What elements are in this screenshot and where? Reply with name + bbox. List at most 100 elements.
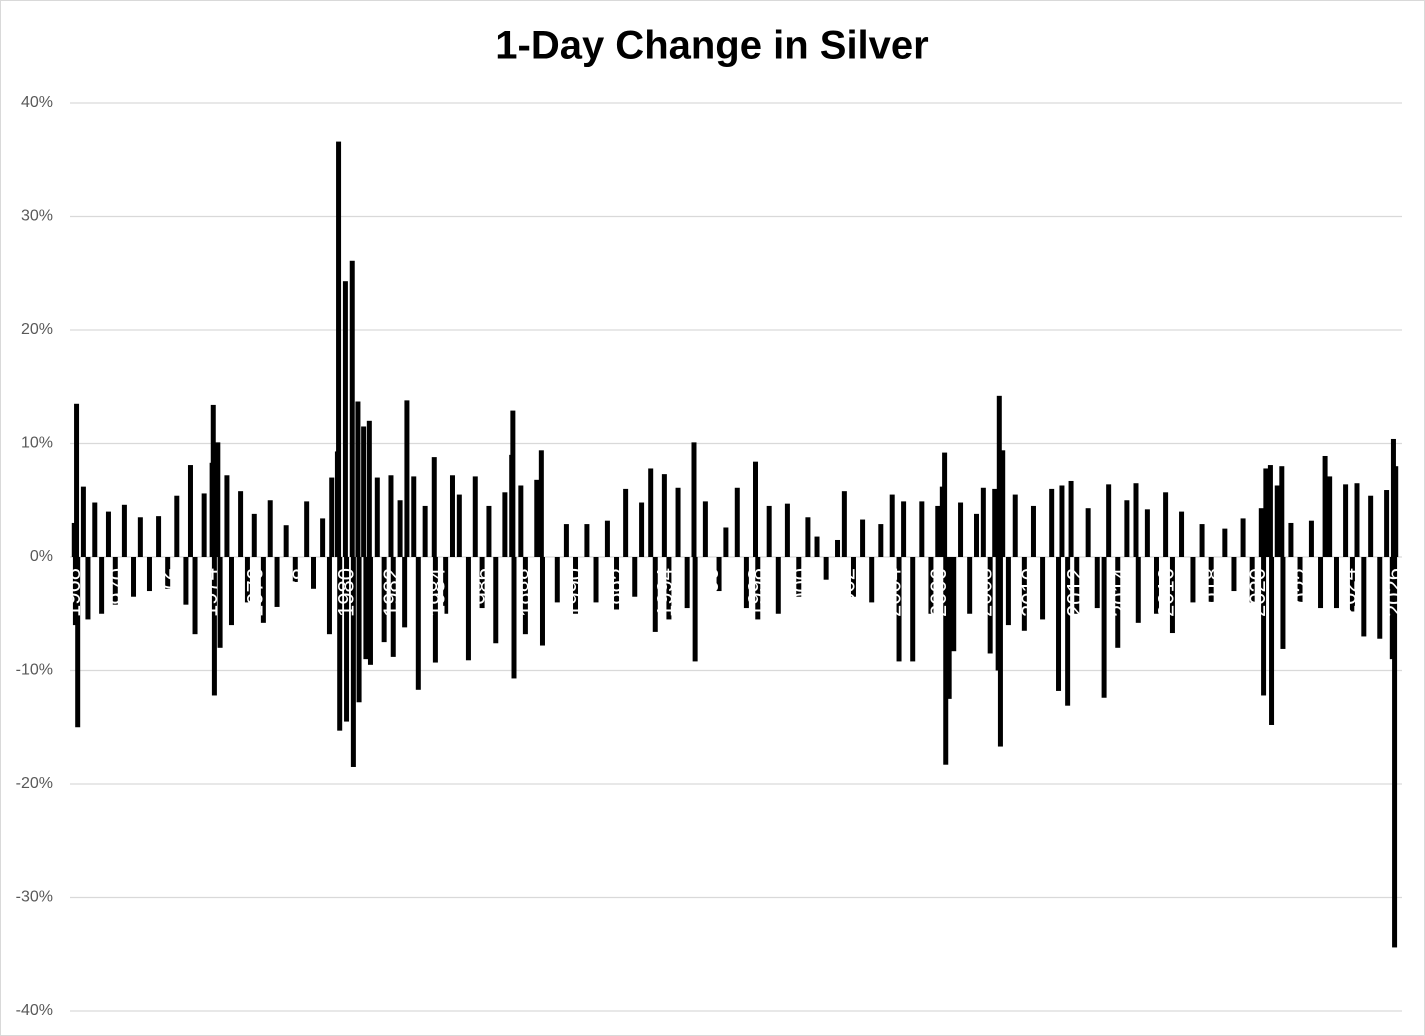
bar (472, 476, 478, 557)
x-tick-label: 1996 (698, 568, 723, 617)
bar (228, 557, 234, 626)
bar (260, 557, 266, 623)
bar (1000, 450, 1006, 557)
bar (661, 474, 667, 557)
bar (105, 511, 111, 557)
bar (1199, 524, 1205, 557)
bar (814, 536, 820, 557)
bar (165, 557, 171, 589)
bar (1322, 455, 1328, 557)
bar (796, 557, 802, 597)
bar (320, 518, 326, 557)
bar (361, 426, 367, 557)
bar (743, 557, 749, 609)
bar (539, 557, 545, 646)
bar (928, 557, 934, 614)
bar (1049, 488, 1055, 557)
bar (1190, 557, 1196, 603)
bar (604, 520, 610, 557)
bar (1393, 466, 1399, 557)
bar (356, 557, 362, 703)
bar (121, 504, 127, 557)
bar (311, 557, 317, 589)
bar (675, 487, 681, 557)
bar (1101, 557, 1107, 698)
bar (860, 519, 866, 557)
bar (456, 494, 462, 557)
bar (85, 557, 91, 620)
bar (449, 475, 455, 557)
bar (1169, 557, 1175, 634)
bar (192, 557, 198, 635)
x-tick-label: 1970 (106, 568, 131, 617)
bar (1068, 480, 1074, 557)
x-tick-label: 2004 (880, 568, 905, 617)
x-tick-label: 2002 (835, 568, 860, 617)
bar (1094, 557, 1100, 609)
bar (1222, 528, 1228, 557)
x-tick-label: 1978 (288, 568, 313, 617)
bar (734, 487, 740, 557)
bar (244, 557, 250, 603)
bar (554, 557, 560, 603)
bar (691, 442, 697, 557)
x-tick-label: 1990 (561, 568, 586, 617)
x-tick-label: 1992 (607, 568, 632, 617)
y-tick-label: 40% (21, 94, 53, 111)
x-tick-label: 1984 (425, 568, 450, 617)
bar (702, 501, 708, 557)
bar (1368, 495, 1374, 557)
bar (1349, 557, 1355, 612)
bar (363, 557, 369, 660)
y-tick-label: 30% (21, 208, 53, 225)
bar (716, 557, 722, 592)
bar (112, 557, 118, 605)
bar (366, 420, 372, 557)
bar (1318, 557, 1324, 609)
bar (1135, 557, 1141, 623)
bar (1163, 492, 1169, 557)
x-tick-label: 1976 (242, 568, 267, 617)
bar (878, 524, 884, 557)
bar (723, 527, 729, 557)
x-tick-label: 1988 (516, 568, 541, 617)
bar (942, 452, 948, 557)
y-tick-label: -40% (16, 1002, 53, 1019)
bar (1392, 557, 1398, 948)
bar (80, 486, 86, 557)
bar (1267, 465, 1273, 557)
x-tick-label: 1974 (197, 568, 222, 617)
bar (614, 557, 620, 612)
bar (92, 502, 98, 557)
bar (443, 557, 449, 614)
bar (901, 501, 907, 557)
bar (896, 557, 902, 662)
x-tick-label: 1982 (379, 568, 404, 617)
bar (522, 557, 528, 635)
bar (183, 557, 189, 605)
y-tick-label: -20% (16, 775, 53, 792)
bar (404, 400, 410, 557)
bar (1279, 466, 1285, 557)
bar (304, 501, 310, 557)
bar (251, 513, 257, 557)
bar (784, 503, 790, 557)
bar (342, 281, 348, 557)
bar (1115, 557, 1121, 648)
bar (274, 557, 280, 607)
x-tick-label: 1998 (744, 568, 769, 617)
bar (951, 557, 957, 652)
bar (996, 395, 1002, 557)
bar (1208, 557, 1214, 603)
bar (666, 557, 672, 620)
bar (1384, 490, 1390, 557)
bar (1327, 476, 1333, 557)
bar (1297, 557, 1303, 603)
bar (1021, 557, 1027, 631)
bar (518, 485, 524, 557)
bar (1269, 557, 1275, 725)
bar (411, 476, 417, 557)
bar (502, 492, 508, 557)
bar (563, 524, 569, 557)
